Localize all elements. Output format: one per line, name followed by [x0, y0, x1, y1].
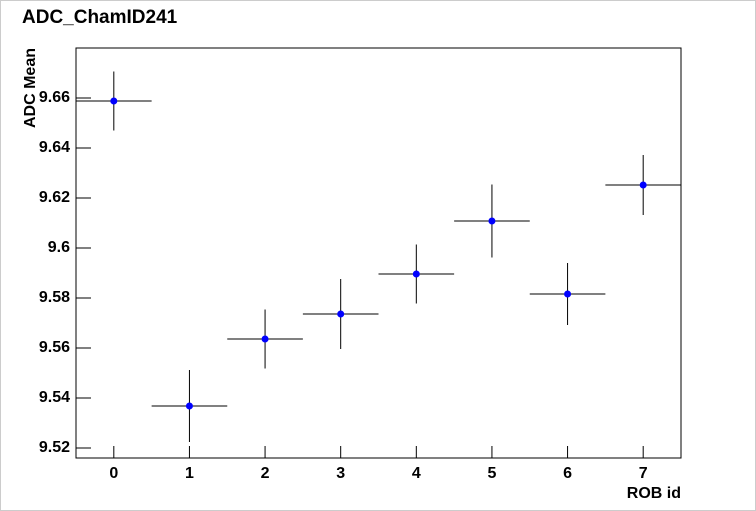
y-tick-label: 9.58: [39, 289, 70, 306]
x-tick-label: 0: [109, 465, 118, 482]
y-axis-label: ADC Mean: [22, 48, 39, 128]
x-tick-label: 5: [487, 465, 496, 482]
data-point: [110, 97, 118, 105]
data-point: [488, 217, 496, 225]
chart-title: ADC_ChamID241: [22, 7, 178, 28]
data-point: [337, 310, 345, 318]
y-tick-label: 9.56: [39, 339, 70, 356]
y-tick-label: 9.66: [39, 89, 70, 106]
x-tick-label: 2: [261, 465, 270, 482]
x-tick-label: 3: [336, 465, 345, 482]
x-axis-label: ROB id: [627, 485, 681, 502]
y-tick-label: 9.54: [39, 389, 70, 406]
data-point: [412, 270, 420, 278]
plot-frame: [75, 47, 682, 459]
x-tick-label: 1: [185, 465, 194, 482]
y-tick-label: 9.6: [48, 239, 70, 256]
x-tick-label: 4: [412, 465, 421, 482]
y-tick-label: 9.64: [39, 139, 70, 156]
data-point: [564, 290, 572, 298]
data-point: [639, 181, 647, 189]
y-tick-label: 9.52: [39, 439, 70, 456]
data-point: [261, 335, 269, 343]
y-tick-label: 9.62: [39, 189, 70, 206]
x-tick-label: 7: [639, 465, 648, 482]
data-point: [185, 402, 193, 410]
x-tick-label: 6: [563, 465, 572, 482]
